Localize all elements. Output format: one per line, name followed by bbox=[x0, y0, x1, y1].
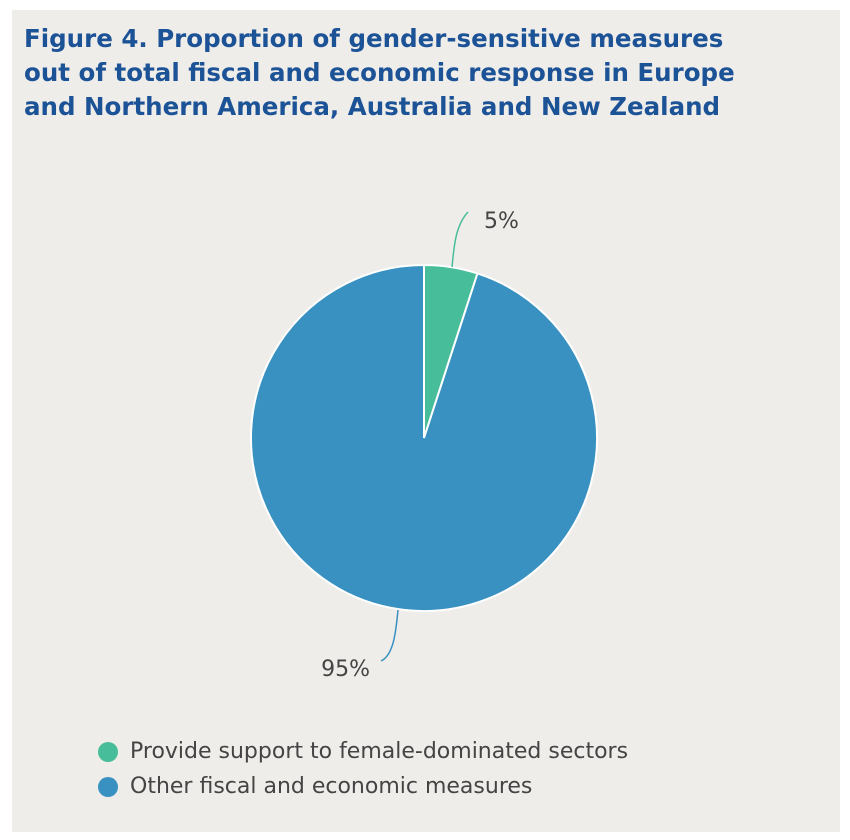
legend: Provide support to female-dominated sect… bbox=[98, 734, 628, 804]
legend-item-female-sectors: Provide support to female-dominated sect… bbox=[98, 734, 628, 769]
chart-title: Figure 4. Proportion of gender-sensitive… bbox=[24, 24, 735, 121]
pie-slice-other-measures bbox=[250, 263, 599, 612]
leader-line-other-measures bbox=[380, 609, 399, 662]
legend-label-other-measures: Other fiscal and economic measures bbox=[130, 774, 533, 799]
legend-swatch-female-sectors bbox=[98, 741, 118, 762]
data-label-female-sectors: 5% bbox=[484, 209, 519, 234]
data-label-other-measures: 95% bbox=[321, 657, 370, 682]
legend-item-other-measures: Other fiscal and economic measures bbox=[98, 769, 628, 804]
legend-swatch-other-measures bbox=[98, 776, 118, 797]
legend-label-female-sectors: Provide support to female-dominated sect… bbox=[130, 739, 629, 764]
leader-line-female-sectors bbox=[451, 211, 469, 268]
